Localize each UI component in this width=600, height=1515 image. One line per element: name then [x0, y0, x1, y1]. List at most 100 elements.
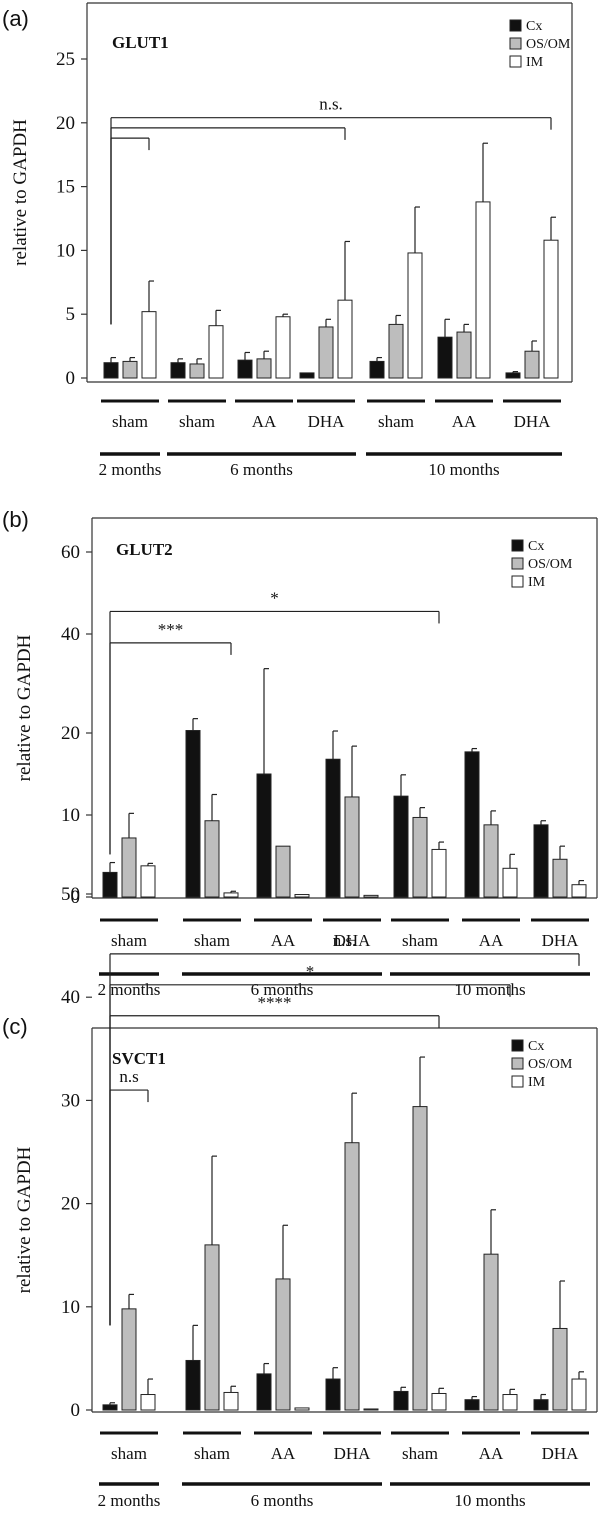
- x-tick-label: DHA: [308, 412, 346, 431]
- bar-os-om: [412, 1106, 428, 1411]
- y-tick-label: 50: [61, 884, 80, 905]
- bar-os-om: [524, 350, 540, 379]
- group-label: 6 months: [230, 460, 293, 479]
- legend-label: Cx: [528, 539, 544, 554]
- bar-im: [294, 1407, 310, 1411]
- bar-im: [431, 848, 447, 898]
- y-tick-label: 25: [56, 49, 75, 70]
- bar-im: [140, 865, 156, 898]
- x-tick-label: DHA: [542, 931, 580, 950]
- bar-cx: [505, 372, 521, 379]
- legend-label: OS/OM: [528, 1057, 573, 1072]
- bar-cx: [185, 1359, 201, 1411]
- significance-label: *: [306, 962, 315, 981]
- bar-im: [407, 252, 423, 379]
- y-tick-label: 20: [61, 723, 80, 744]
- bar-im: [140, 1394, 156, 1411]
- bar-im: [363, 1408, 379, 1411]
- bar-os-om: [204, 820, 220, 898]
- significance-label: ***: [158, 620, 184, 639]
- panel-letter: (b): [2, 507, 29, 532]
- group-label: 10 months: [454, 980, 525, 999]
- bar-cx: [170, 362, 186, 379]
- legend-label: IM: [528, 575, 546, 590]
- y-tick-label: 0: [71, 1400, 81, 1421]
- bar-cx: [299, 372, 315, 379]
- y-axis-label: relative to GAPDH: [10, 119, 31, 266]
- x-tick-label: AA: [479, 931, 504, 950]
- bar-cx: [102, 871, 118, 898]
- bar-os-om: [121, 1308, 137, 1411]
- legend-swatch-im: [511, 1075, 524, 1088]
- x-tick-label: AA: [479, 1444, 504, 1463]
- bar-cx: [185, 730, 201, 898]
- legend-swatch-cx: [511, 1039, 524, 1052]
- bar-os-om: [483, 824, 499, 898]
- group-label: 10 months: [428, 460, 499, 479]
- bar-os-om: [318, 326, 334, 379]
- legend-label: Cx: [528, 1039, 544, 1054]
- bar-im: [502, 1394, 518, 1411]
- legend-swatch-os-om: [509, 37, 522, 50]
- x-tick-label: AA: [452, 412, 477, 431]
- bar-cx: [393, 795, 409, 898]
- group-label: 2 months: [98, 980, 161, 999]
- bar-cx: [369, 360, 385, 379]
- bar-os-om: [552, 1327, 568, 1411]
- x-tick-label: sham: [194, 931, 230, 950]
- y-tick-label: 0: [71, 887, 81, 908]
- bar-im: [223, 892, 239, 898]
- bar-cx: [256, 1373, 272, 1411]
- group-label: 10 months: [454, 1491, 525, 1510]
- significance-label: n.s.: [319, 95, 343, 114]
- x-tick-label: AA: [271, 931, 296, 950]
- x-tick-label: sham: [112, 412, 148, 431]
- bar-im: [223, 1391, 239, 1411]
- bar-os-om: [344, 796, 360, 898]
- y-axis-label: relative to GAPDH: [14, 1146, 35, 1293]
- legend-swatch-os-om: [511, 1057, 524, 1070]
- legend-label: OS/OM: [528, 557, 573, 572]
- bar-os-om: [189, 363, 205, 379]
- bar-im: [275, 316, 291, 379]
- bar-os-om: [256, 358, 272, 379]
- y-tick-label: 10: [61, 805, 80, 826]
- chart-panel-glut1: (a) GLUT1 0 5 10 15 20 25 relative to GAPDH Cx OS/…: [2, 2, 573, 479]
- bar-cx: [464, 1399, 480, 1411]
- legend-swatch-cx: [509, 19, 522, 32]
- legend-label: IM: [528, 1075, 546, 1090]
- bar-im: [475, 201, 491, 379]
- bar-im: [502, 867, 518, 898]
- x-tick-label: sham: [402, 931, 438, 950]
- group-label: 6 months: [251, 1491, 314, 1510]
- bar-cx: [237, 359, 253, 379]
- x-tick-label: sham: [194, 1444, 230, 1463]
- bar-os-om: [552, 858, 568, 898]
- significance-label: n.s: [119, 1067, 138, 1086]
- x-tick-label: DHA: [334, 1444, 372, 1463]
- bar-cx: [102, 1404, 118, 1411]
- bar-im: [363, 894, 379, 898]
- x-tick-label: sham: [378, 412, 414, 431]
- panel-letter: (c): [2, 1014, 28, 1039]
- significance-label: *: [270, 588, 279, 607]
- legend-swatch-os-om: [511, 557, 524, 570]
- y-tick-label: 20: [61, 1194, 80, 1215]
- bar-im: [571, 1378, 587, 1411]
- group-label: 2 months: [99, 460, 162, 479]
- bar-os-om: [412, 816, 428, 898]
- x-tick-label: sham: [111, 931, 147, 950]
- bar-cx: [533, 1399, 549, 1411]
- bar-cx: [464, 751, 480, 898]
- bar-im: [337, 299, 353, 379]
- x-tick-label: AA: [271, 1444, 296, 1463]
- legend-label: OS/OM: [526, 37, 571, 52]
- bar-cx: [325, 758, 341, 898]
- bar-im: [543, 239, 559, 379]
- bar-os-om: [483, 1253, 499, 1411]
- x-tick-label: DHA: [514, 412, 552, 431]
- bar-cx: [533, 824, 549, 898]
- bar-os-om: [275, 1278, 291, 1411]
- legend-swatch-im: [511, 575, 524, 588]
